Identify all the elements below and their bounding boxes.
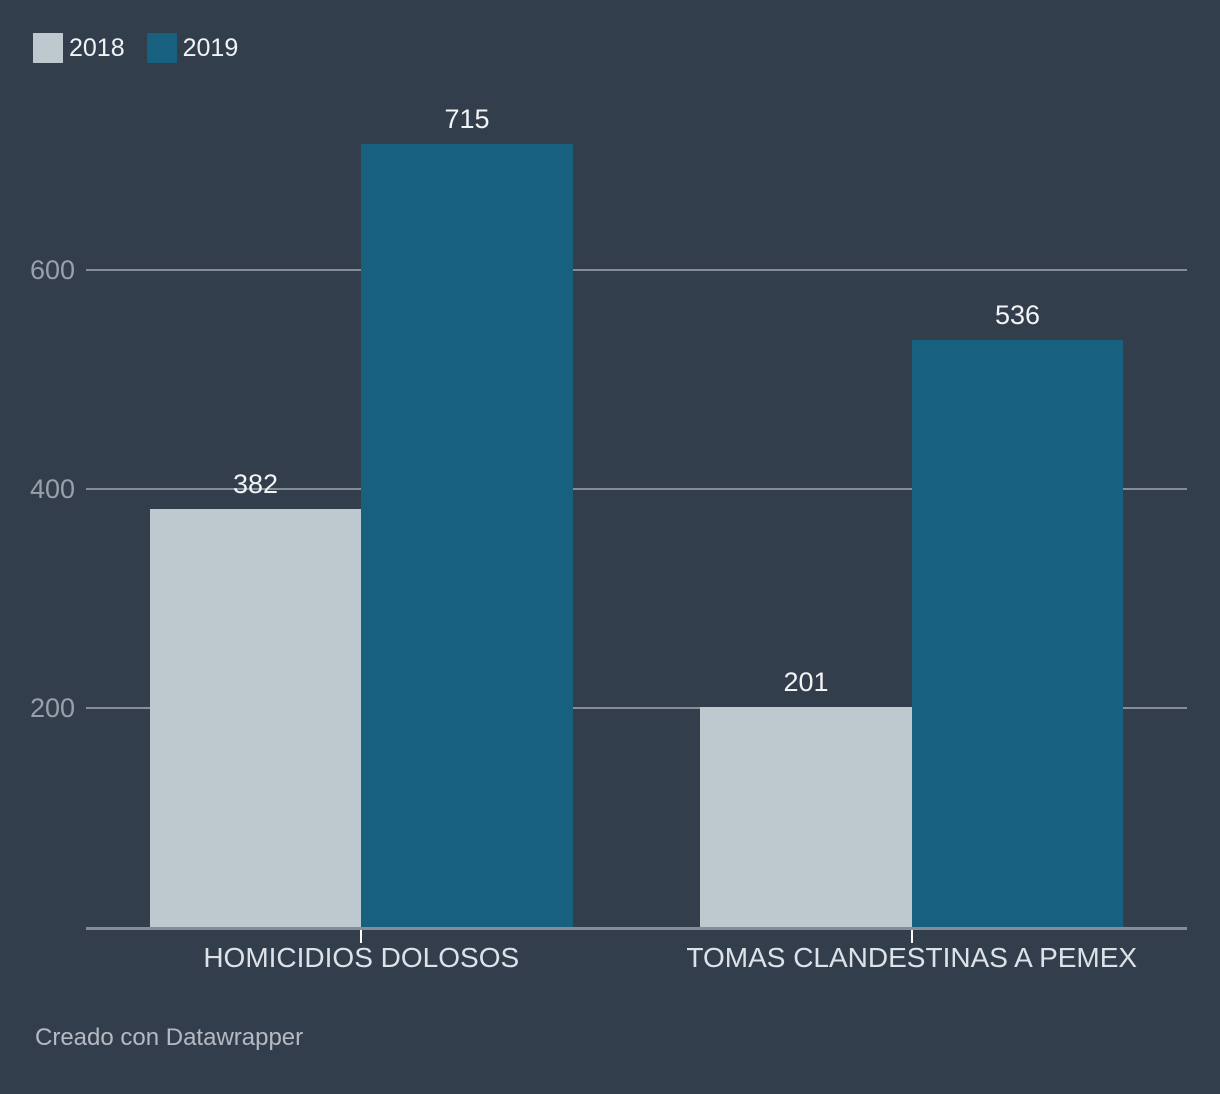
- legend: 2018 2019: [33, 33, 238, 63]
- value-label-2019-2: 536: [994, 300, 1041, 330]
- legend-label-2018: 2018: [69, 34, 125, 62]
- x-axis-tick-1: [360, 930, 363, 943]
- bar-2018-1: [149, 509, 362, 927]
- legend-label-2019: 2019: [182, 34, 239, 62]
- bar-2019-1: [361, 144, 573, 927]
- category-label-2: TOMAS CLANDESTINAS A PEMEX: [686, 942, 1138, 973]
- bar-2019-2: [911, 340, 1124, 927]
- x-axis-line: [86, 927, 1187, 930]
- y-axis-tick-label-600: 600: [29, 255, 75, 285]
- legend-item-2018: 2018: [33, 33, 125, 63]
- y-axis-tick-label-200: 200: [29, 693, 75, 723]
- category-label-1: HOMICIDIOS DOLOSOS: [203, 942, 520, 973]
- datawrapper-credit-link[interactable]: Creado con Datawrapper: [35, 1024, 304, 1051]
- legend-swatch-2019: [146, 33, 177, 63]
- grid-line-600: [86, 269, 1187, 271]
- bar-2018-2: [700, 707, 912, 927]
- value-label-2018-1: 382: [232, 469, 279, 499]
- legend-item-2019: 2019: [146, 33, 239, 63]
- value-label-2019-1: 715: [444, 104, 490, 134]
- grid-line-400: [86, 488, 1187, 490]
- value-label-2018-2: 201: [783, 667, 829, 697]
- legend-swatch-2018: [33, 33, 63, 63]
- grid-line-200: [86, 707, 1187, 709]
- x-axis-tick-2: [910, 930, 913, 943]
- y-axis-tick-label-400: 400: [29, 474, 75, 504]
